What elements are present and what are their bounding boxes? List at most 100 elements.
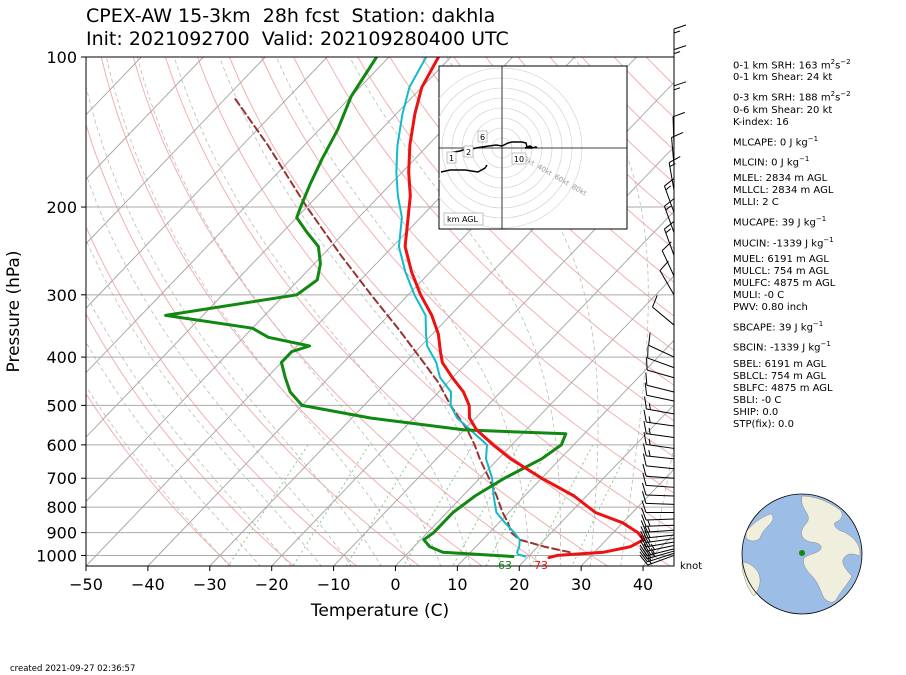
index-row: SHIP: 0.0	[733, 407, 851, 419]
barb-staff	[647, 552, 675, 563]
index-unit-exponent: 2	[830, 58, 836, 66]
barb-staff	[659, 270, 675, 296]
barb-full	[643, 421, 647, 434]
barb-full	[639, 548, 648, 560]
x-tick-label: 0	[390, 575, 400, 594]
hodograph-height-box	[477, 130, 488, 143]
barb-staff	[646, 465, 675, 470]
barb-staff	[661, 250, 675, 277]
wind-barb	[647, 345, 675, 369]
mixing-ratio-line	[292, 444, 370, 566]
barb-full	[641, 514, 647, 527]
index-label: 0-1 km SRH: 163 m	[733, 60, 831, 72]
barb-half	[650, 548, 656, 554]
barb-half	[669, 163, 676, 167]
index-label: MLLI: 2 C	[733, 197, 779, 209]
index-row: MULI: -0 C	[733, 290, 851, 302]
barb-full	[639, 544, 648, 556]
index-row: SBCIN: -1339 J kg−1	[733, 338, 851, 354]
barb-full	[641, 482, 647, 496]
index-row: MLEL: 2834 m AGL	[733, 173, 851, 185]
created-timestamp: created 2021-09-27 02:36:57	[10, 664, 136, 674]
index-unit-exponent: −2	[840, 58, 851, 66]
moist-adiabat	[173, 57, 471, 566]
x-tick-label: −20	[255, 575, 289, 594]
dry-adiabat	[86, 122, 420, 566]
x-axis-label: Temperature (C)	[310, 601, 449, 621]
index-row: STP(fix): 0.0	[733, 419, 851, 431]
x-tick-label: −30	[193, 575, 227, 594]
x-tick-label: 30	[571, 575, 591, 594]
wind-barb	[646, 357, 675, 379]
barb-staff	[672, 116, 675, 145]
isotherm	[86, 57, 452, 438]
barb-staff	[646, 541, 675, 548]
barb-half	[648, 403, 651, 410]
index-unit-exponent: 2	[830, 90, 836, 99]
barb-staff	[652, 306, 675, 326]
barb-full	[648, 332, 651, 346]
wind-barb	[643, 432, 675, 449]
barb-full	[673, 24, 687, 30]
barb-full	[643, 543, 652, 555]
index-label: MLCAPE: 0 J kg	[733, 136, 808, 148]
index-row: MUCIN: -1339 J kg−1	[733, 234, 851, 250]
index-label: 0-6 km Shear: 20 kt	[733, 104, 833, 116]
index-row: MLLCL: 2834 m AGL	[733, 185, 851, 197]
wind-barb	[648, 332, 675, 358]
wind-barb	[643, 421, 675, 439]
dry-adiabat	[132, 57, 545, 566]
mixing-ratio-line	[403, 444, 474, 566]
barb-full	[645, 372, 648, 386]
barb-half	[648, 450, 651, 457]
index-row: MLCAPE: 0 J kg−1	[733, 133, 851, 149]
isotherm	[457, 339, 674, 566]
barb-full	[642, 453, 647, 466]
index-unit: s	[835, 92, 841, 104]
dry-adiabat	[229, 57, 674, 531]
barb-full	[640, 520, 647, 533]
wind-barb	[644, 396, 675, 415]
y-tick-label: 200	[46, 198, 77, 217]
barb-staff	[647, 554, 675, 566]
barb-staff	[646, 444, 675, 449]
hodograph-trace-low	[440, 164, 488, 173]
barb-half	[648, 427, 651, 435]
barb-full	[640, 526, 647, 539]
barb-full	[641, 507, 647, 521]
index-row: MLLI: 2 C	[733, 197, 851, 209]
mixing-ratio-line	[345, 444, 420, 566]
dry-adiabat	[261, 57, 674, 494]
barb-full	[659, 260, 669, 271]
index-row: SBLCL: 754 m AGL	[733, 371, 851, 383]
index-label: SBLCL: 754 m AGL	[733, 370, 827, 382]
hodograph-height-label: 10	[514, 155, 524, 164]
isotherm	[86, 57, 266, 245]
dry-adiabat	[357, 57, 674, 386]
y-tick-label: 100	[46, 48, 77, 67]
surface-dewpoint-label: 63	[498, 559, 512, 572]
index-unit-exponent: −1	[807, 134, 819, 143]
barb-full	[642, 443, 647, 457]
barb-half	[673, 87, 681, 91]
isotherm	[580, 468, 674, 566]
moist-adiabat	[86, 293, 292, 566]
index-unit-exponent: −1	[815, 215, 827, 224]
globe-land-europe-africa	[801, 495, 861, 603]
index-label: SHIP: 0.0	[733, 406, 779, 418]
barb-half	[647, 525, 651, 533]
index-label: SBEL: 6191 m AGL	[733, 358, 827, 370]
wind-barb	[641, 491, 675, 505]
globe-outline	[741, 493, 863, 615]
wind-barb	[663, 197, 675, 233]
wind-barb	[663, 220, 675, 256]
barb-staff	[646, 534, 675, 539]
y-tick-label: 600	[46, 436, 77, 455]
isotherm	[86, 57, 204, 180]
barb-full	[639, 535, 647, 548]
barb-staff	[645, 494, 675, 497]
station-marker	[799, 550, 805, 556]
barb-staff	[646, 433, 675, 439]
y-tick-label: 300	[46, 286, 77, 305]
wind-barb	[641, 507, 675, 521]
